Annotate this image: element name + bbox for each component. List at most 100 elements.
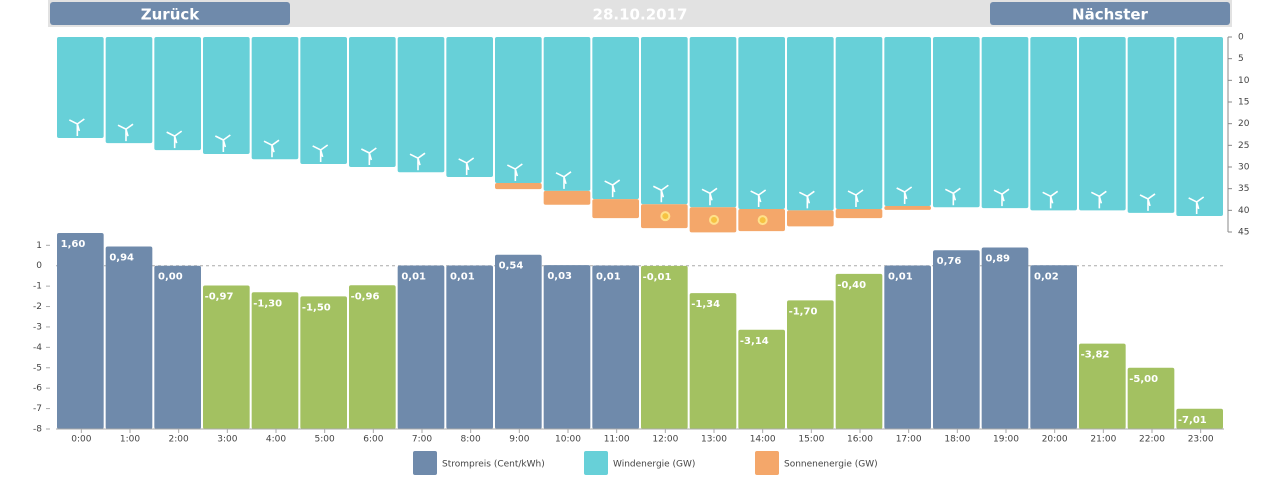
value-label: 0,76	[937, 256, 962, 267]
legend-label: Sonnenenergie (GW)	[784, 460, 878, 470]
bar-segment	[300, 37, 347, 164]
x-tick-label: 13:00	[701, 435, 727, 445]
bar-segment	[543, 37, 591, 191]
bar	[1127, 367, 1175, 429]
bar	[1176, 408, 1223, 429]
value-label: 0,03	[547, 271, 572, 282]
x-tick-label: 7:00	[412, 435, 432, 445]
y-tick-label: 0	[1238, 33, 1244, 43]
bar	[1030, 265, 1077, 429]
value-label: -3,14	[740, 336, 769, 347]
y-tick-label: 45	[1238, 228, 1249, 238]
turbine-icon	[506, 163, 523, 182]
bar-segment	[835, 209, 883, 219]
bar-segment	[592, 199, 639, 219]
turbine-icon	[1042, 190, 1059, 209]
turbine-icon	[214, 134, 231, 152]
x-tick-label: 11:00	[604, 435, 630, 445]
turbine-icon	[312, 144, 329, 162]
x-tick-label: 0:00	[71, 435, 91, 445]
value-label: -0,96	[351, 291, 380, 302]
y-tick-label: 20	[1238, 119, 1250, 129]
bar-segment	[251, 37, 299, 160]
bar	[543, 265, 591, 429]
turbine-icon	[166, 130, 183, 149]
bar	[835, 273, 883, 429]
value-label: 0,54	[499, 261, 524, 272]
value-label: -3,82	[1081, 350, 1110, 361]
value-label: 0,01	[450, 272, 475, 283]
y-tick-label: -8	[33, 425, 42, 435]
bar-segment	[495, 183, 542, 190]
value-label: 0,01	[401, 272, 426, 283]
value-label: -1,34	[691, 299, 720, 310]
bar-segment	[981, 37, 1029, 209]
bar	[738, 329, 785, 429]
value-label: 0,94	[109, 253, 134, 264]
turbine-icon	[1139, 193, 1156, 211]
bar	[57, 233, 104, 429]
bar	[981, 247, 1029, 429]
y-tick-label: -4	[33, 343, 42, 353]
legend-swatch	[755, 451, 779, 475]
bar-segment	[203, 37, 250, 154]
bar	[787, 300, 834, 429]
value-label: -1,70	[789, 306, 818, 317]
bar	[446, 265, 493, 429]
back-button[interactable]	[50, 2, 290, 25]
bar	[933, 250, 980, 429]
turbine-icon	[555, 171, 572, 189]
x-tick-label: 22:00	[1139, 435, 1165, 445]
bar	[251, 292, 299, 429]
date: 28.10.2017	[593, 6, 688, 24]
y-tick-label: 15	[1238, 98, 1249, 108]
turbine-icon	[360, 147, 377, 165]
value-label: -0,40	[837, 280, 866, 291]
next-button[interactable]	[990, 2, 1230, 25]
y-tick-label: -2	[33, 302, 42, 312]
y-tick-label: -1	[33, 282, 42, 292]
bar	[105, 246, 153, 429]
next-label[interactable]: Nächster	[1072, 6, 1149, 24]
turbine-icon	[944, 187, 961, 206]
legend-label: Windenergie (GW)	[613, 460, 695, 470]
bar-segment	[787, 37, 834, 211]
bar-segment	[397, 37, 445, 173]
value-label: 0,02	[1034, 271, 1059, 282]
bar	[689, 293, 737, 429]
back-label[interactable]: Zurück	[141, 6, 201, 24]
value-label: -1,30	[253, 298, 282, 309]
bar-segment	[835, 37, 883, 210]
bar-segment	[105, 37, 153, 144]
y-tick-label: -7	[33, 404, 42, 414]
x-tick-label: 23:00	[1188, 435, 1214, 445]
legend-label: Strompreis (Cent/kWh)	[442, 460, 545, 470]
value-label: 0,00	[158, 272, 183, 283]
y-tick-label: 35	[1238, 184, 1249, 194]
x-tick-label: 21:00	[1090, 435, 1116, 445]
bar	[884, 265, 931, 429]
x-tick-label: 20:00	[1042, 435, 1068, 445]
bar-segment	[1030, 37, 1077, 211]
bar-segment	[884, 206, 931, 210]
bar-segment	[1079, 37, 1126, 211]
bar-segment	[1176, 37, 1223, 216]
bar-segment	[543, 190, 591, 205]
turbine-icon	[1090, 190, 1107, 209]
bar-segment	[884, 37, 931, 206]
x-tick-label: 18:00	[944, 435, 970, 445]
y-tick-label: 5	[1238, 54, 1244, 64]
legend-swatch	[413, 451, 437, 475]
turbine-icon	[798, 190, 815, 209]
sun-icon	[660, 211, 671, 222]
value-label: 0,01	[888, 272, 913, 283]
bar-segment	[592, 37, 639, 200]
value-label: -5,00	[1129, 374, 1158, 385]
bar	[397, 265, 445, 429]
bar	[495, 254, 542, 429]
bar	[300, 296, 347, 429]
bar	[203, 285, 250, 429]
x-tick-label: 19:00	[993, 435, 1019, 445]
